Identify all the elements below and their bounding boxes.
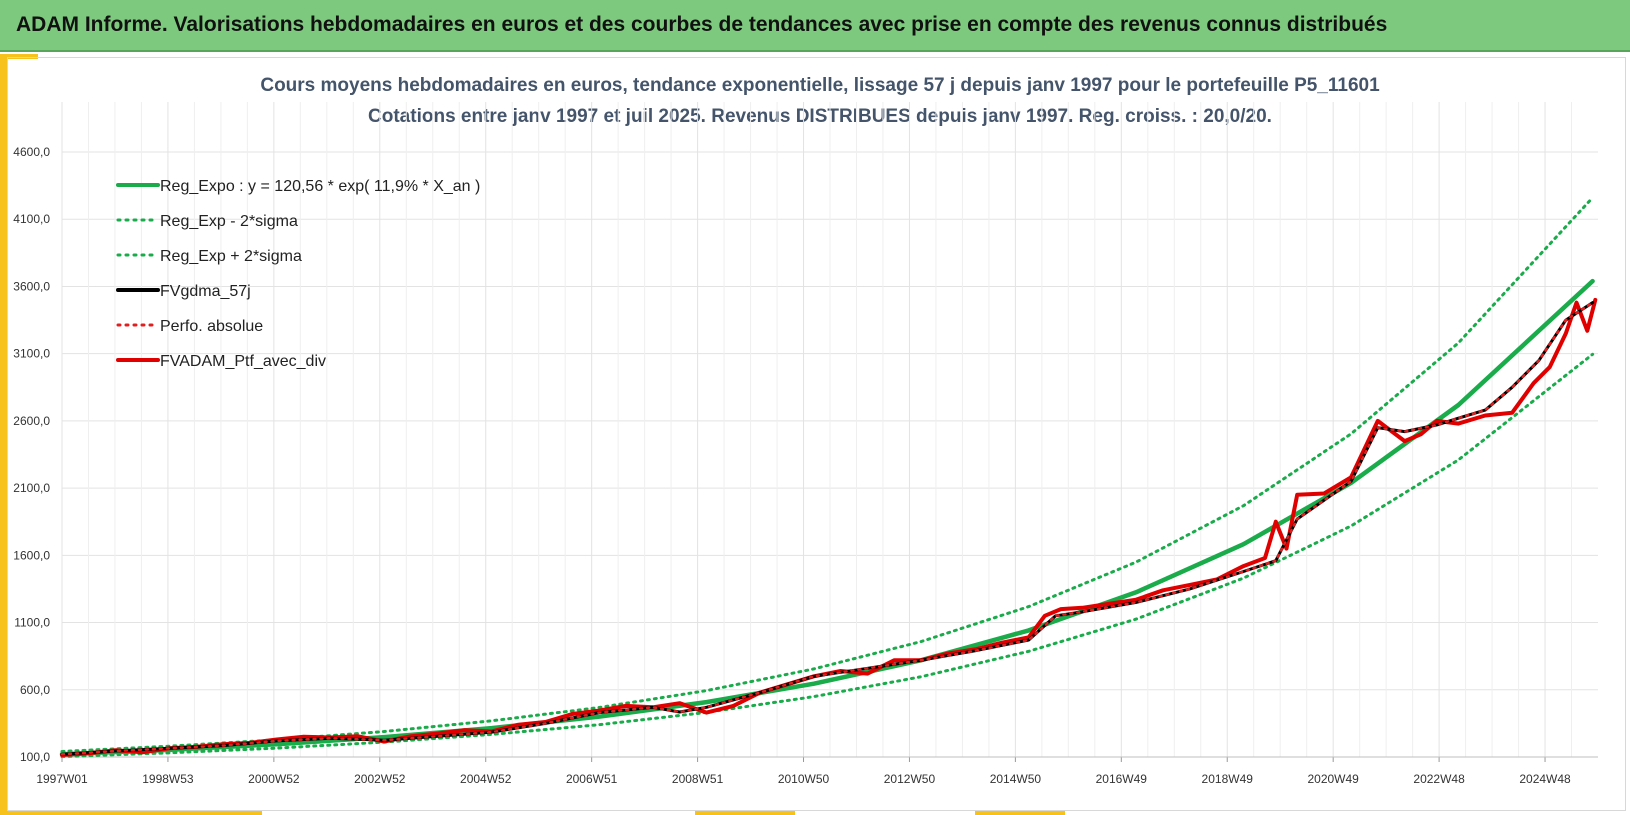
series-line-4 — [60, 301, 1594, 756]
y-tick-label: 3100,0 — [13, 347, 50, 361]
x-tick-label: 2012W50 — [884, 772, 936, 786]
legend-label: Reg_Exp + 2*sigma — [160, 248, 302, 265]
header-bar: ADAM Informe. Valorisations hebdomadaire… — [0, 0, 1630, 52]
x-tick-label: 2004W52 — [460, 772, 512, 786]
chart-title-line-2: Cotations entre janv 1997 et juil 2025. … — [368, 106, 1272, 127]
accent-bottom-1 — [0, 811, 262, 815]
series-line-3 — [60, 301, 1595, 756]
legend-label: Perfo. absolue — [160, 318, 263, 335]
y-tick-label: 2600,0 — [13, 414, 50, 428]
legend-label: FVgdma_57j — [160, 283, 251, 300]
y-tick-label: 4100,0 — [13, 212, 50, 226]
chart-frame — [7, 57, 1626, 811]
y-tick-label: 2100,0 — [13, 481, 50, 495]
x-tick-label: 1997W01 — [36, 772, 88, 786]
y-tick-label: 3600,0 — [13, 279, 50, 293]
y-tick-label: 600,0 — [20, 683, 50, 697]
x-axis-ticks: 1997W01 1998W53 2000W52 2002W52 2004W52 2006W… — [36, 756, 1598, 786]
x-tick-label: 2008W51 — [672, 772, 724, 786]
x-tick-label: 1998W53 — [142, 772, 194, 786]
chart-title-line-1: Cours moyens hebdomadaires en euros, ten… — [260, 75, 1380, 96]
legend-label: Reg_Exp - 2*sigma — [160, 213, 298, 230]
accent-corner — [0, 54, 38, 59]
accent-bottom-2 — [695, 811, 795, 815]
legend-label: FVADAM_Ptf_avec_div — [160, 353, 326, 370]
y-tick-label: 100,0 — [20, 750, 50, 764]
accent-bottom-3 — [975, 811, 1065, 815]
y-tick-label: 4600,0 — [13, 145, 50, 159]
x-tick-label: 2018W49 — [1202, 772, 1254, 786]
y-tick-label: 1600,0 — [13, 548, 50, 562]
x-tick-label: 2010W50 — [778, 772, 830, 786]
x-tick-label: 2024W48 — [1519, 772, 1571, 786]
legend: Reg_Expo : y = 120,56 * exp( 11,9% * X_a… — [116, 178, 480, 370]
x-tick-label: 2014W50 — [990, 772, 1042, 786]
x-tick-label: 2006W51 — [566, 772, 618, 786]
accent-left-border — [0, 55, 7, 815]
x-tick-label: 2022W48 — [1413, 772, 1465, 786]
header-title: ADAM Informe. Valorisations hebdomadaire… — [16, 13, 1388, 36]
x-tick-label: 2020W49 — [1307, 772, 1359, 786]
legend-label: Reg_Expo : y = 120,56 * exp( 11,9% * X_a… — [160, 178, 480, 195]
series-lines — [59, 196, 1598, 759]
x-tick-label: 2002W52 — [354, 772, 406, 786]
series-line-1 — [60, 352, 1595, 759]
x-tick-label: 2016W49 — [1096, 772, 1148, 786]
y-tick-label: 1100,0 — [14, 616, 50, 630]
series-line-0 — [59, 278, 1595, 757]
y-axis-ticks: 100,0 600,0 1100,0 1600,0 2100,0 2600,0 3100,0… — [13, 145, 50, 764]
grid — [61, 102, 1598, 758]
x-tick-label: 2000W52 — [248, 772, 300, 786]
